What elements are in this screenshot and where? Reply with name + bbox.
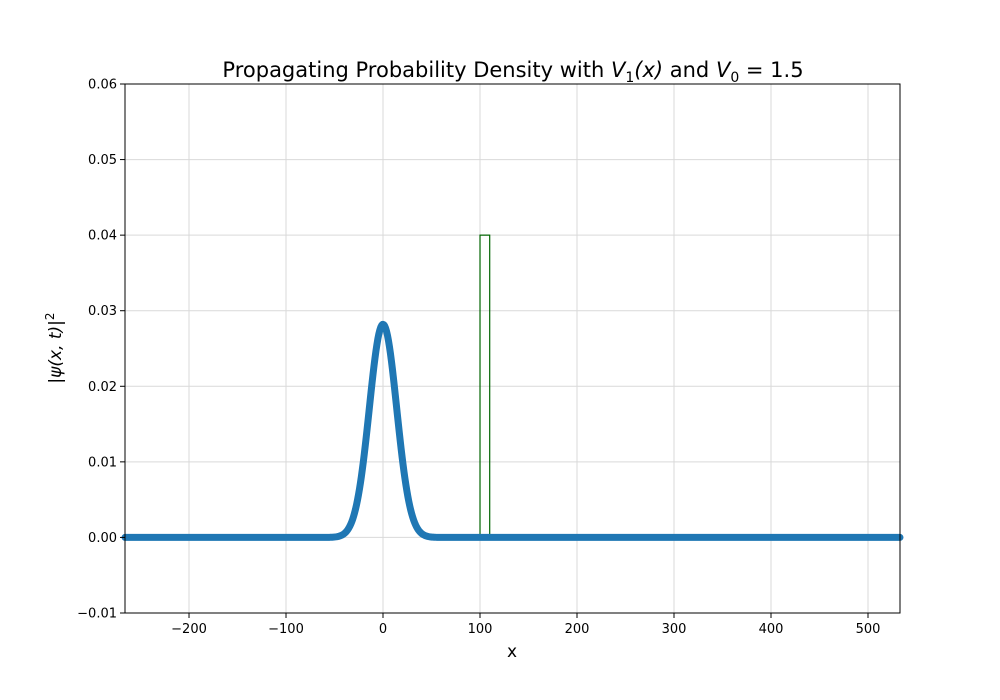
x-tick-label: −200 xyxy=(171,622,207,637)
y-tick-label: 0.02 xyxy=(88,380,117,395)
probability-density-curve xyxy=(121,320,904,541)
x-tick-label: 0 xyxy=(379,622,387,637)
x-tick-label: 400 xyxy=(759,622,784,637)
y-tick-label: 0.04 xyxy=(88,229,117,244)
y-axis-label: |ψ(x, t)|2 xyxy=(43,312,66,383)
probability-density-layer xyxy=(121,320,904,541)
x-tick-label: 500 xyxy=(856,622,881,637)
y-tick-label: 0.05 xyxy=(88,153,117,168)
plot-frame xyxy=(124,83,901,614)
x-axis-ticks: −200 −100 0 100 200 300 400 500 xyxy=(171,613,880,637)
y-tick-label: 0.03 xyxy=(88,304,117,319)
chart-title: Propagating Probability Density with V1(… xyxy=(222,58,803,86)
grid xyxy=(125,83,900,614)
x-tick-label: 200 xyxy=(565,622,590,637)
x-tick-label: 100 xyxy=(468,622,493,637)
y-tick-label: 0.01 xyxy=(88,455,117,470)
y-axis-ticks: −0.01 0.00 0.01 0.02 0.03 0.04 0.05 0.06 xyxy=(77,78,125,622)
y-tick-label: −0.01 xyxy=(77,607,117,622)
y-tick-label: 0.00 xyxy=(88,531,117,546)
y-tick-label: 0.06 xyxy=(88,78,117,93)
x-axis-label: x xyxy=(507,642,517,662)
x-tick-label: −100 xyxy=(268,622,304,637)
x-tick-label: 300 xyxy=(662,622,687,637)
